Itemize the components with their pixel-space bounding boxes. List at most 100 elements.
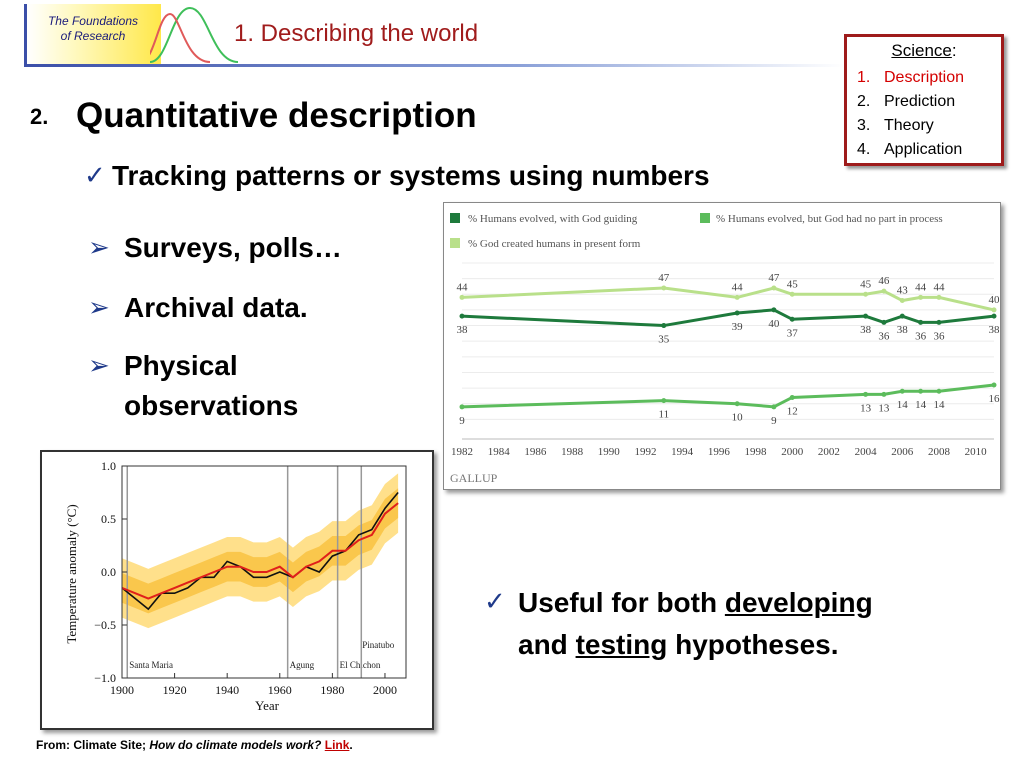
science-item-number: 4. [857,141,871,158]
x-tick-label: 1960 [268,683,292,697]
bullet-archival: Archival data. [124,292,308,323]
y-tick-label: −1.0 [94,671,116,685]
science-title-word: Science [891,41,952,60]
data-point [771,307,777,313]
data-label: 38 [457,324,469,336]
bullet-physical: Physical [124,350,238,381]
data-point [881,288,887,294]
science-item-number: 1. [857,69,871,86]
x-tick-label: 1920 [163,683,187,697]
bullet-observations: observations [124,390,299,421]
data-label: 35 [658,334,670,346]
data-point [771,404,777,410]
event-label: El Chichon [340,660,381,670]
useful-text: hypotheses. [667,629,839,660]
data-point [936,388,942,394]
data-label: 46 [878,275,890,287]
science-title-colon: : [951,41,957,60]
data-point [459,294,465,300]
legend-label: % Humans evolved, but God had no part in… [716,213,943,225]
x-tick-label: 1990 [598,446,621,458]
data-label: 13 [860,402,872,414]
data-label: 38 [897,324,909,336]
data-point [459,404,465,410]
data-label: 39 [732,321,744,333]
event-label: Agung [290,660,315,670]
data-point [991,307,997,313]
data-label: 10 [732,412,744,424]
gallup-line-chart: % Humans evolved, with God guiding % Hum… [450,213,1001,485]
x-tick-label: 1992 [634,446,656,458]
science-item-number: 2. [857,93,871,110]
series-line [121,491,399,611]
data-label: 40 [768,318,780,330]
x-tick-label: 2000 [373,683,397,697]
data-point [734,310,740,316]
data-label: 43 [897,285,909,297]
data-label: 45 [787,278,799,290]
x-tick-label: 1984 [488,446,511,458]
x-tick-label: 1982 [451,446,473,458]
section-subheading: Tracking patterns or systems using numbe… [112,160,710,191]
gallup-series: 38 35 39 40 37 38 36 38 36 36 38 9 11 10 9 12 13 13 14 14 14… [457,272,1001,427]
data-point [789,316,795,322]
checkmark-icon: ✓ [84,160,106,190]
x-tick-label: 1996 [708,446,731,458]
x-axis-label: Year [255,698,280,713]
bell-curve-icon [150,6,239,63]
x-tick-label: 2004 [855,446,878,458]
data-point [991,382,997,388]
data-point [661,323,667,329]
data-point [459,313,465,319]
data-point [771,285,777,291]
x-tick-label: 1900 [110,683,134,697]
ensemble-range [122,473,399,629]
data-point [899,298,905,304]
model-ensemble-band [122,473,399,629]
footer-text: From: Climate Site; [36,738,150,752]
y-tick-label: 0.0 [101,565,116,579]
data-label: 45 [860,278,872,290]
science-item-number: 3. [857,117,871,134]
science-item-label: Theory [884,117,934,134]
data-label: 44 [457,281,469,293]
data-point [789,394,795,400]
series-line [121,502,399,600]
y-tick-label: 1.0 [101,459,116,473]
arrow-bullet-icon: ➢ [88,292,110,322]
gallup-source-label: GALLUP [450,471,498,485]
science-item-label: Description [884,69,965,86]
temperature-axes: 1900 1920 1940 1960 1980 2000 1.0 0.5 0.0 −0.5 −1.… [94,459,397,697]
data-label: 44 [732,281,744,293]
data-label: 38 [860,324,872,336]
science-box-title: Science: [847,41,1001,61]
legend-label: % Humans evolved, with God guiding [468,213,638,225]
temperature-series [121,491,399,611]
data-label: 36 [878,330,890,342]
science-item-prediction: 2. Prediction [857,93,955,111]
legend-swatch [450,213,460,223]
footer-text: . [349,738,353,752]
x-tick-label: 1998 [745,446,768,458]
data-label: 36 [933,330,945,342]
event-label: Pinatubo [362,640,395,650]
x-tick-label: 1988 [561,446,584,458]
data-label: 36 [915,330,927,342]
data-label: 9 [771,415,777,427]
footer-link[interactable]: Link [324,738,350,752]
data-point [863,291,869,297]
data-label: 16 [989,393,1001,405]
x-tick-label: 1940 [215,683,239,697]
logo-text: The Foundations of Research [30,14,156,44]
bullet-surveys: Surveys, polls… [124,232,342,263]
header-divider [24,64,844,67]
useful-developing: developing [724,587,873,618]
data-label: 44 [915,281,927,293]
data-point [918,319,924,325]
legend-swatch [700,213,710,223]
data-label: 14 [897,399,909,411]
data-point [936,294,942,300]
x-tick-label: 1994 [671,446,694,458]
x-tick-label: 1986 [524,446,547,458]
useful-statement: Useful for both developing and testing hy… [518,582,978,666]
